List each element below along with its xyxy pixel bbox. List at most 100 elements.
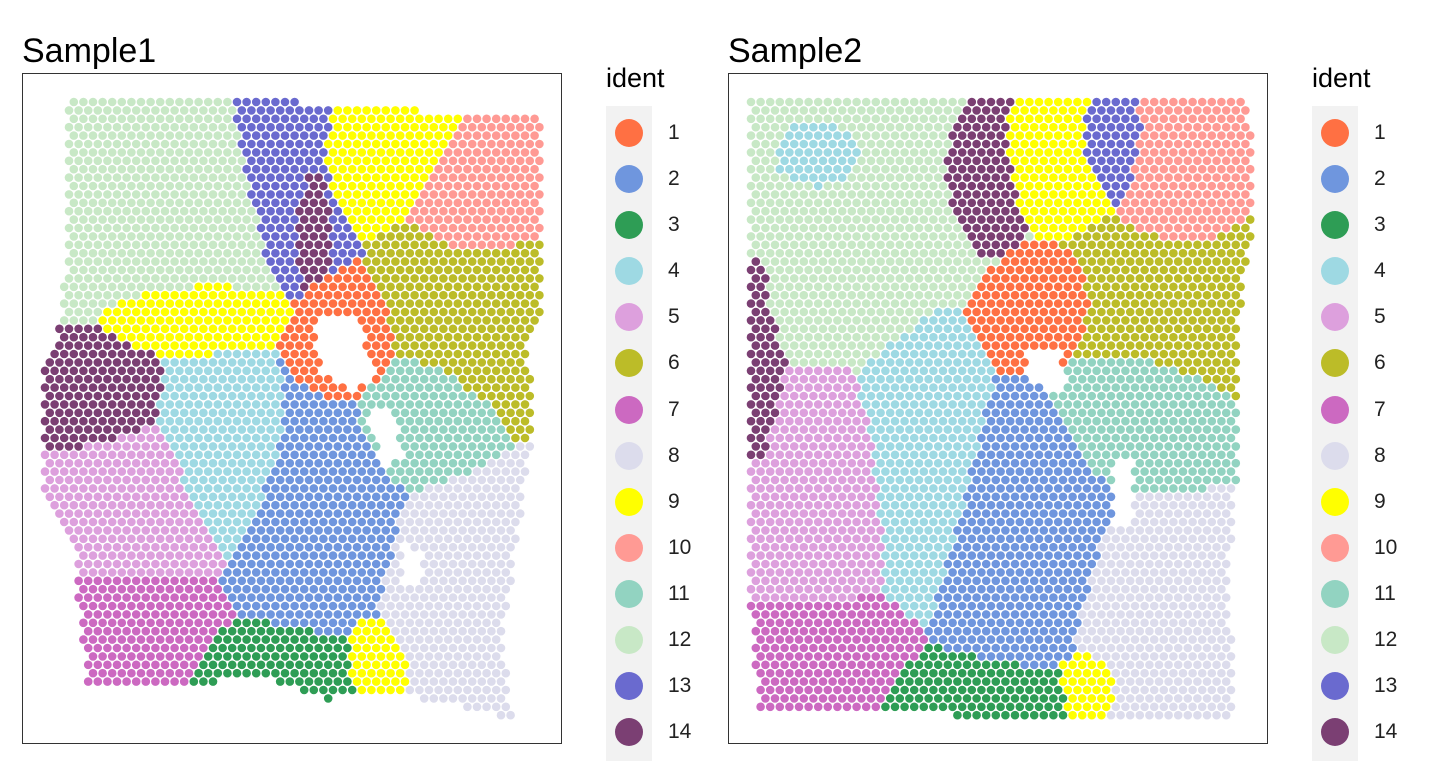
spot-point [775,198,785,208]
spot-point [1053,148,1063,157]
spot-point [367,618,376,628]
spot-point [857,358,866,367]
spot-point [203,332,213,342]
spot-point [991,173,1001,182]
spot-point [155,131,165,140]
spot-point [141,122,151,132]
spot-point [357,148,367,157]
spot-point [280,332,290,342]
spot-point [833,232,842,241]
spot-point [309,198,319,208]
spot-point [890,97,900,107]
spot-point [1044,316,1053,325]
spot-point [362,139,371,149]
spot-point [309,148,319,157]
spot-point [160,425,170,434]
spot-point [165,164,175,174]
spot-point [151,324,160,334]
spot-point [429,643,439,653]
spot-point [443,635,453,644]
spot-point [295,240,304,250]
spot-point [415,148,424,157]
spot-point [328,383,338,392]
spot-point [818,223,828,233]
spot-point [756,299,765,308]
spot-point [93,139,103,149]
spot-point [458,206,467,216]
spot-point [789,358,799,367]
spot-point [69,450,79,460]
spot-point [415,685,424,695]
spot-point [45,492,55,502]
spot-point [453,601,463,611]
spot-point [761,240,770,250]
spot-point [929,131,938,140]
spot-point [765,215,775,224]
spot-point [1039,240,1049,250]
spot-point [160,374,170,384]
spot-point [1101,181,1111,191]
spot-point [232,332,242,342]
spot-point [203,215,213,224]
legend-item: 6 [606,340,706,386]
spot-point [136,551,146,560]
spot-point [232,601,242,611]
spot-point [751,139,761,149]
spot-point [83,374,93,384]
spot-point [136,316,146,325]
spot-point [410,391,419,401]
spot-point [1217,198,1226,208]
spot-point [765,282,775,292]
spot-point [914,122,924,132]
spot-point [381,526,391,535]
spot-point [386,601,395,611]
spot-point [223,400,232,409]
spot-point [1082,164,1092,174]
spot-point [179,190,189,199]
spot-point [151,458,160,468]
spot-point [1125,223,1135,233]
spot-point [93,408,103,418]
spot-point [83,425,93,434]
spot-point [141,442,151,451]
spot-point [256,290,266,300]
spot-point [823,148,833,157]
spot-point [141,190,151,199]
spot-point [453,584,463,594]
spot-point [1130,181,1140,191]
spot-point [1106,324,1116,334]
spot-point [112,526,122,535]
spot-point [881,265,890,275]
spot-point [511,484,520,493]
spot-point [1020,106,1029,115]
spot-point [871,232,881,241]
spot-point [419,694,429,703]
spot-point [525,324,535,334]
spot-point [227,307,237,317]
spot-point [223,248,232,258]
spot-point [319,685,328,695]
spot-point [314,660,323,670]
spot-point [496,660,506,670]
spot-point [986,215,996,224]
spot-point [266,425,275,434]
spot-point [112,122,122,132]
spot-point [424,131,434,140]
spot-point [511,534,520,544]
legend-label: 9 [668,489,680,513]
spot-point [127,517,136,527]
spot-point [165,366,175,376]
spot-point [453,114,463,124]
spot-point [347,618,357,628]
spot-point [876,139,885,149]
spot-point [530,181,539,191]
spot-point [141,425,151,434]
spot-point [64,156,74,166]
spot-point [515,139,525,149]
spot-point [909,316,919,325]
spot-point [1130,299,1140,308]
spot-point [290,416,299,426]
spot-point [501,702,511,712]
spot-point [1063,97,1073,107]
legend-key-dot [615,672,643,701]
